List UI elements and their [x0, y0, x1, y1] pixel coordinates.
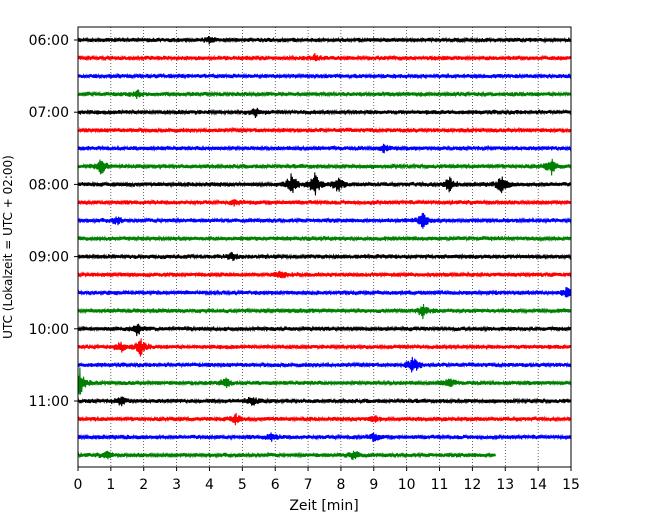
- x-tick-label: 6: [271, 477, 280, 493]
- x-tick-label: 1: [106, 477, 115, 493]
- y-tick-label: 06:00: [29, 33, 69, 49]
- seismic-trace: [77, 234, 572, 243]
- x-axis: 0 1 2 3 4 5 6 7 8 9 10 11 12 13 14 15: [74, 467, 580, 493]
- grid-layer: [110, 27, 539, 467]
- x-tick-label: 13: [496, 477, 514, 493]
- x-tick-label: 5: [238, 477, 247, 493]
- seismic-trace: [77, 287, 572, 298]
- y-tick-label: 09:00: [29, 250, 69, 266]
- x-tick-label: 4: [205, 477, 214, 493]
- seismic-trace: [77, 198, 572, 207]
- seismic-trace: [77, 367, 572, 395]
- y-tick-label: 08:00: [29, 177, 69, 193]
- seismic-trace: [77, 413, 572, 426]
- x-tick-label: 8: [336, 477, 345, 493]
- seismic-trace: [77, 432, 572, 442]
- seismic-trace: [77, 356, 572, 373]
- seismic-trace: [77, 89, 572, 99]
- x-tick-label: 3: [172, 477, 181, 493]
- x-tick-label: 10: [398, 477, 416, 493]
- y-tick-label: 10:00: [29, 322, 69, 338]
- x-tick-label: 15: [562, 477, 580, 493]
- seismic-trace: [77, 126, 572, 134]
- seismic-trace: [77, 107, 572, 119]
- x-tick-label: 14: [529, 477, 547, 493]
- seismic-trace: [77, 270, 572, 279]
- plot-frame: [77, 26, 572, 468]
- seismic-trace: [77, 396, 572, 407]
- x-tick-label: 11: [431, 477, 449, 493]
- seismic-trace: [77, 212, 572, 229]
- seismic-trace: [77, 303, 572, 320]
- seismic-trace: [77, 158, 572, 176]
- seismic-trace: [77, 52, 572, 62]
- seismic-trace: [77, 36, 572, 45]
- y-tick-label: 07:00: [29, 105, 69, 121]
- x-tick-label: 12: [463, 477, 481, 493]
- seismic-trace: [77, 450, 496, 461]
- seismic-trace: [77, 323, 572, 337]
- x-tick-label: 9: [369, 477, 378, 493]
- seismic-trace: [77, 251, 572, 262]
- x-axis-label: Zeit [min]: [289, 498, 358, 514]
- trace-layer: [77, 36, 572, 461]
- seismic-trace: [77, 338, 572, 357]
- x-tick-label: 7: [304, 477, 313, 493]
- y-tick-label: 11:00: [29, 394, 69, 410]
- y-axis-label: UTC (Lokalzeit = UTC + 02:00): [1, 155, 15, 339]
- seismic-trace: [77, 143, 572, 154]
- x-tick-label: 2: [139, 477, 148, 493]
- seismic-trace: [77, 172, 572, 196]
- x-tick-label: 0: [74, 477, 83, 493]
- seismic-trace: [77, 72, 572, 80]
- y-axis: 06:00 07:00 08:00 09:00 10:00 11:00: [29, 33, 78, 410]
